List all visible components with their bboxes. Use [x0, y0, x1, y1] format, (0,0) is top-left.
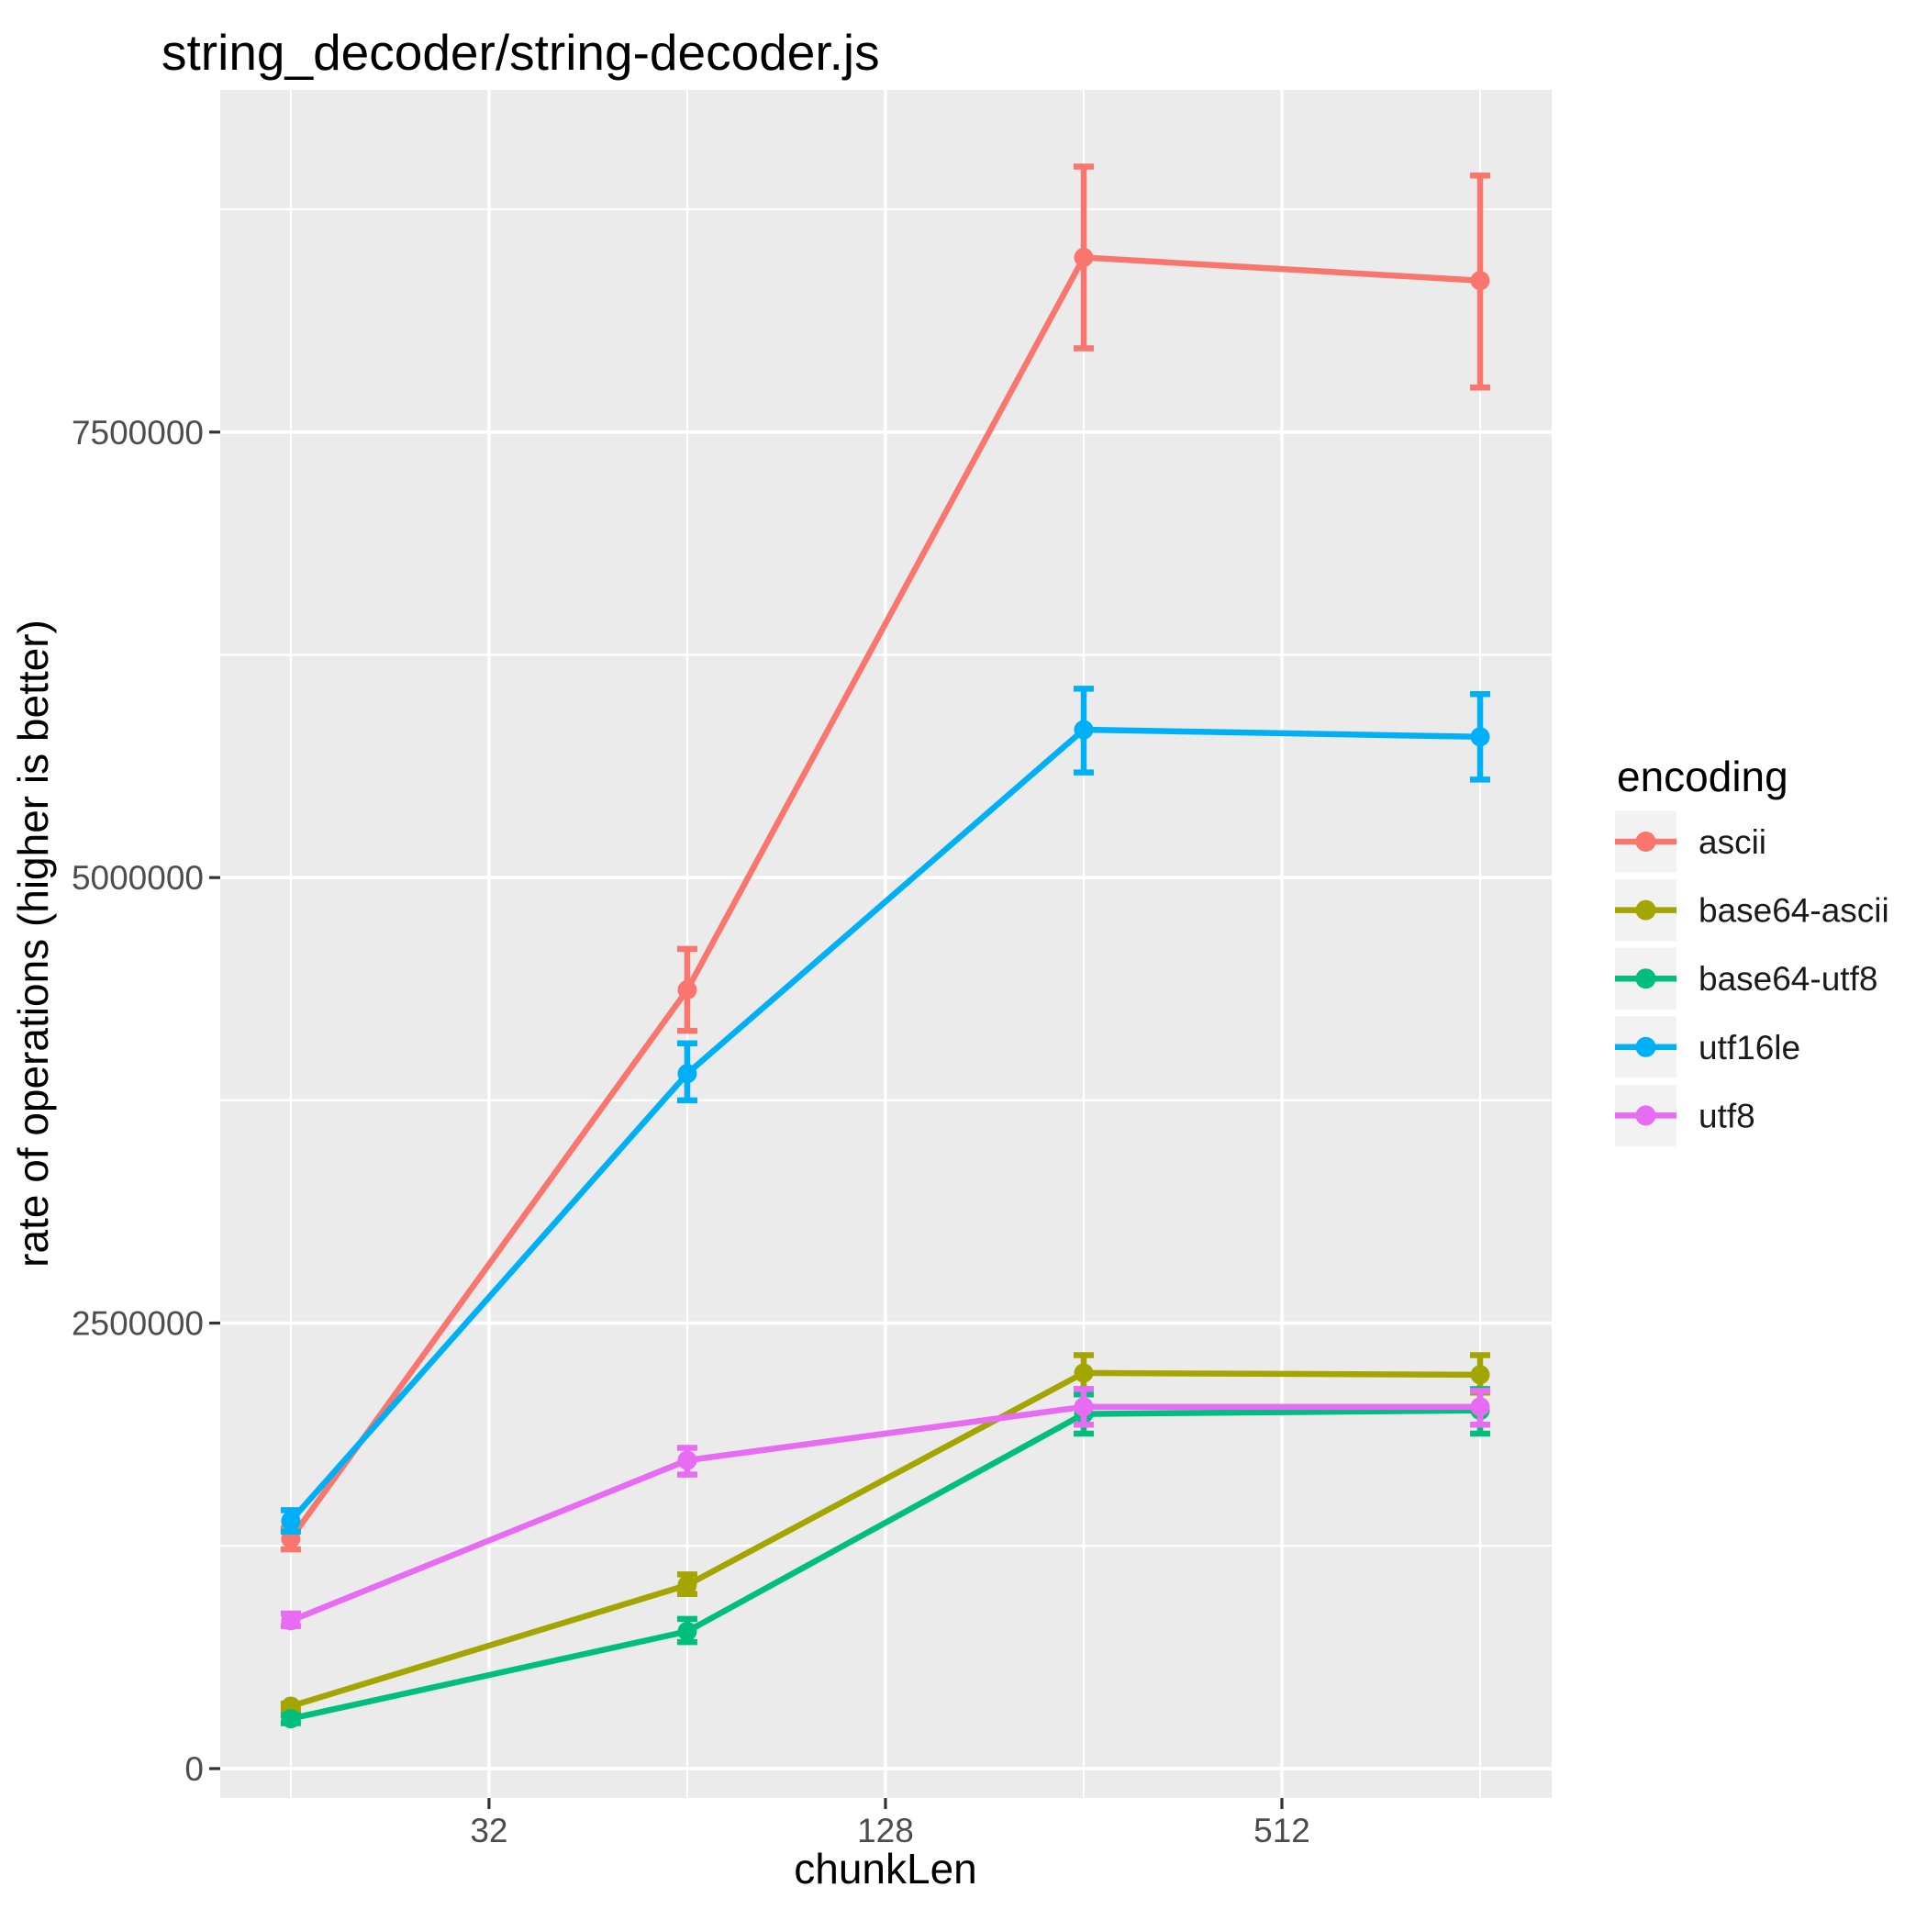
legend-entry-utf8: utf8	[1615, 1084, 1755, 1146]
x-tick-label: 512	[1253, 1812, 1310, 1849]
x-tick-label: 128	[857, 1812, 914, 1849]
data-point	[1074, 720, 1094, 740]
data-point	[1470, 271, 1490, 291]
y-tick-label: 2500000	[72, 1305, 204, 1343]
plot-title: string_decoder/string-decoder.js	[162, 24, 880, 81]
legend-entry-base64-ascii: base64-ascii	[1615, 879, 1889, 942]
series-line	[288, 726, 1481, 1524]
legend-entry-label: ascii	[1699, 823, 1766, 861]
x-tick-label: 32	[470, 1812, 507, 1849]
y-axis-title: rate of operations (higher is better)	[9, 620, 57, 1268]
y-tick-label: 5000000	[72, 859, 204, 897]
series-layer	[280, 163, 1491, 1729]
data-point	[677, 1450, 697, 1470]
data-point	[1470, 727, 1490, 747]
data-point	[1074, 1397, 1094, 1417]
series-line	[289, 1403, 1481, 1624]
data-point	[1074, 248, 1094, 268]
data-point	[677, 1621, 697, 1641]
series-utf8	[280, 1386, 1491, 1631]
data-point	[281, 1611, 301, 1631]
series-base64-ascii	[280, 1352, 1491, 1716]
legend-swatch-dot	[1635, 832, 1656, 852]
legend: ascii base64-ascii base64-utf8 utf16le utf8	[1615, 810, 1889, 1146]
data-point	[281, 1709, 301, 1729]
legend-entry-label: utf8	[1699, 1097, 1755, 1134]
series-utf16le	[280, 686, 1491, 1535]
data-point	[1470, 1397, 1490, 1417]
legend-entry-label: base64-ascii	[1699, 892, 1889, 930]
legend-entry-label: utf16le	[1699, 1029, 1800, 1067]
data-point	[677, 1064, 697, 1084]
data-point	[1470, 1365, 1490, 1385]
y-tick-label: 7500000	[72, 414, 204, 452]
series-line	[289, 1369, 1481, 1710]
data-point	[281, 1511, 301, 1531]
legend-swatch-dot	[1635, 1105, 1656, 1126]
plot-panel: 0 2500000 5000000 7500000 32 128 512	[72, 90, 1552, 1849]
legend-swatch-dot	[1635, 1036, 1656, 1057]
series-line	[288, 254, 1481, 1541]
x-axis-title: chunkLen	[794, 1845, 977, 1893]
legend-swatch-dot	[1635, 968, 1656, 989]
y-tick-label: 0	[184, 1750, 204, 1788]
data-point	[677, 1575, 697, 1595]
data-point	[1074, 1363, 1094, 1383]
series-line	[290, 1407, 1481, 1722]
data-point	[677, 979, 697, 1000]
legend-title: encoding	[1617, 753, 1788, 800]
legend-entry-utf16le: utf16le	[1615, 1016, 1800, 1078]
legend-entry-label: base64-utf8	[1699, 960, 1877, 998]
legend-entry-ascii: ascii	[1615, 810, 1766, 873]
legend-swatch-dot	[1635, 899, 1656, 921]
legend-entry-base64-utf8: base64-utf8	[1615, 947, 1877, 1010]
